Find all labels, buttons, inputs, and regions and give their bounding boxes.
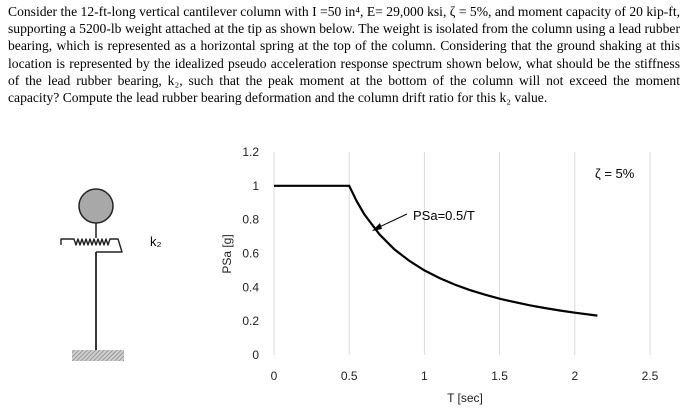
y-tick-label: 0.2 [242,314,259,328]
curve-label: PSa=0.5/T [413,208,475,223]
y-axis-label: PSa [g] [220,234,234,273]
y-tick-label: 0.6 [242,247,259,261]
x-tick-label: 2 [571,369,578,383]
x-tick-label: 2.5 [642,369,659,383]
x-tick-label: 1.5 [491,369,508,383]
damping-label: ζ = 5% [595,166,635,181]
y-tick-label: 0 [252,348,259,362]
x-axis-label: T [sec] [447,391,483,405]
psa-chart: 0 0.2 0.4 0.6 0.8 1 1.2 0 0.5 1 1.5 2 2.5 PSa=0.5/T… [220,145,659,405]
x-tick-labels: 0 0.5 1 1.5 2 2.5 [271,369,659,383]
annotation-arrowhead [372,223,382,231]
spring-icon [60,238,123,253]
y-tick-label: 0.4 [242,280,259,294]
problem-text: Consider the 12-ft-long vertical cantile… [8,4,680,106]
psa-curve [274,184,598,317]
ground-hatch [72,350,124,361]
y-tick-label: 1.2 [242,145,259,159]
x-tick-label: 0 [271,369,278,383]
gridlines [273,152,651,355]
mass-circle [78,188,114,224]
y-tick-label: 0.8 [242,213,259,227]
column-sketch: k₂ [60,188,162,361]
x-tick-label: 1 [421,369,428,383]
y-tick-labels: 0 0.2 0.4 0.6 0.8 1 1.2 [242,145,259,362]
problem-statement: Consider the 12-ft-long vertical cantile… [8,3,680,106]
curve-annotation: PSa=0.5/T [372,208,475,231]
y-tick-label: 1 [252,179,259,193]
spring-label: k₂ [150,234,162,249]
x-tick-label: 0.5 [341,369,358,383]
